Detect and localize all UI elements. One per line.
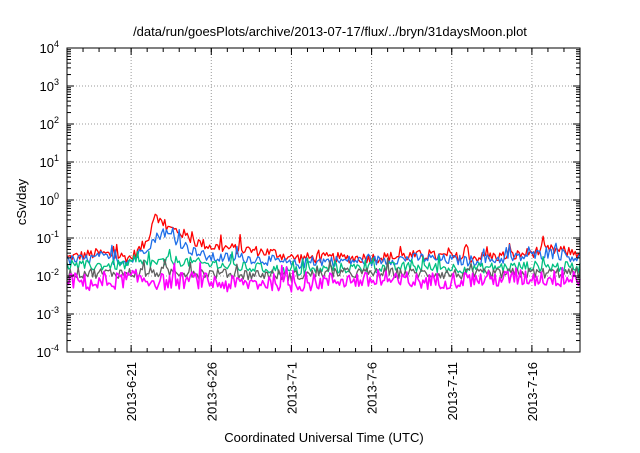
x-tick-label: 2013-7-6 bbox=[365, 362, 380, 414]
y-tick-exponent: 3 bbox=[54, 77, 59, 87]
y-tick-label: 103 bbox=[40, 77, 59, 94]
y-tick-label: 101 bbox=[40, 153, 59, 170]
y-tick-label: 10-4 bbox=[37, 343, 59, 360]
y-tick-exponent: -2 bbox=[51, 267, 59, 277]
y-tick-label: 10-3 bbox=[37, 305, 59, 322]
plot-frame bbox=[66, 47, 581, 353]
x-tick-label: 2013-6-26 bbox=[204, 362, 219, 421]
series-line-3 bbox=[66, 248, 581, 277]
series-line-2 bbox=[66, 227, 581, 270]
series-layer bbox=[66, 213, 581, 293]
x-axis-label: Coordinated Universal Time (UTC) bbox=[224, 430, 423, 445]
y-tick-exponent: 4 bbox=[54, 39, 59, 49]
x-tick-label: 2013-7-11 bbox=[445, 362, 460, 420]
grid bbox=[67, 48, 580, 352]
x-tick-label: 2013-7-16 bbox=[525, 362, 540, 421]
series-line-5 bbox=[66, 261, 581, 293]
y-tick-label: 102 bbox=[40, 115, 59, 132]
y-tick-label: 100 bbox=[40, 191, 59, 208]
y-tick-exponent: 1 bbox=[54, 153, 59, 163]
chart-title: /data/run/goesPlots/archive/2013-07-17/f… bbox=[133, 24, 527, 39]
series-line-1 bbox=[67, 213, 581, 264]
x-tick-label: 2013-6-21 bbox=[124, 362, 139, 421]
y-tick-exponent: -4 bbox=[51, 343, 59, 353]
y-tick-exponent: 0 bbox=[54, 191, 59, 201]
axis-ticks: 10-410-310-210-11001011021031042013-6-21… bbox=[37, 39, 580, 421]
x-tick-label: 2013-7-1 bbox=[284, 362, 299, 414]
y-axis-label: cSv/day bbox=[14, 178, 29, 225]
y-tick-label: 104 bbox=[40, 39, 59, 56]
y-tick-exponent: 2 bbox=[54, 115, 59, 125]
y-tick-exponent: -1 bbox=[51, 229, 59, 239]
y-tick-label: 10-2 bbox=[37, 267, 59, 284]
y-tick-label: 10-1 bbox=[37, 229, 59, 246]
y-tick-exponent: -3 bbox=[51, 305, 59, 315]
